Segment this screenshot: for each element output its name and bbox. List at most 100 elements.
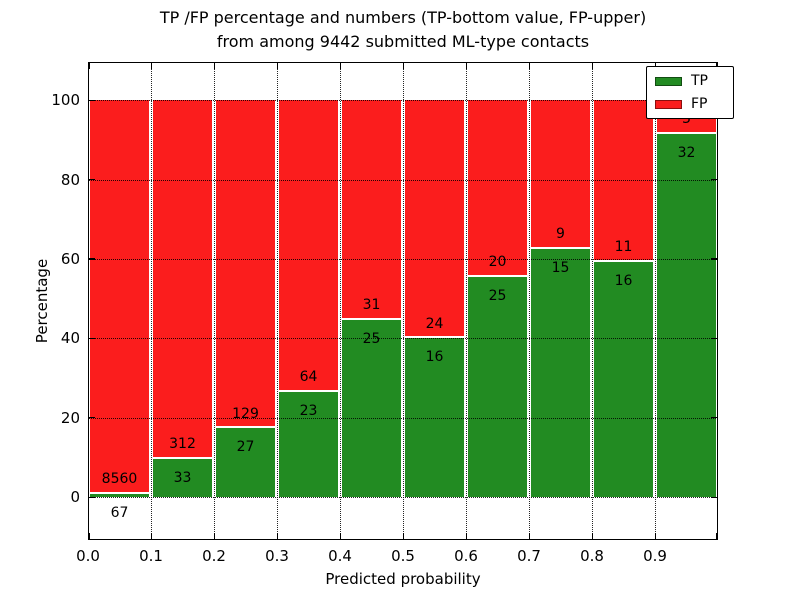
x-tick-label: 0.2 — [202, 547, 226, 565]
tp-count-label: 25 — [362, 330, 381, 347]
v-gridline — [277, 62, 278, 540]
x-tick-top — [591, 63, 593, 69]
x-tick-top — [339, 63, 341, 69]
bar-tp-segment — [153, 459, 212, 498]
x-tick-label: 0.7 — [517, 547, 541, 565]
tp-count-label: 16 — [614, 272, 633, 289]
v-gridline — [151, 62, 152, 540]
x-tick-top — [465, 63, 467, 69]
fp-count-label: 9 — [556, 226, 565, 243]
x-tick-bottom — [276, 533, 278, 539]
y-tick-label: 60 — [60, 249, 80, 268]
fp-count-label: 312 — [169, 436, 196, 453]
legend: TP FP — [646, 66, 734, 119]
y-tick-label: 80 — [60, 170, 80, 189]
legend-entry-tp: TP — [655, 74, 725, 88]
tp-color-swatch — [655, 76, 682, 86]
y-tick-label: 40 — [60, 329, 80, 348]
x-tick-bottom — [150, 533, 152, 539]
y-tick-left — [89, 258, 95, 260]
v-gridline — [529, 62, 530, 540]
x-tick-bottom — [402, 533, 404, 539]
legend-label-fp: FP — [691, 96, 708, 112]
y-tick-left — [89, 496, 95, 498]
x-tick-top — [213, 63, 215, 69]
x-tick-bottom — [213, 533, 215, 539]
x-tick-bottom — [591, 533, 593, 539]
bar-fp-segment — [531, 100, 590, 247]
y-tick-right — [711, 337, 717, 339]
y-tick-left — [89, 417, 95, 419]
y-tick-right — [711, 258, 717, 260]
x-tick-top — [402, 63, 404, 69]
y-tick-right — [711, 179, 717, 181]
y-tick-label: 20 — [60, 408, 80, 427]
x-tick-label: 0.8 — [580, 547, 604, 565]
bar-tp-segment — [342, 319, 401, 498]
fp-count-label: 8560 — [101, 471, 138, 488]
y-tick-left — [89, 337, 95, 339]
fp-count-label: 64 — [299, 369, 318, 386]
y-tick-left — [89, 179, 95, 181]
tp-count-label: 27 — [236, 439, 255, 456]
x-tick-bottom — [528, 533, 530, 539]
x-tick-top — [276, 63, 278, 69]
v-gridline — [403, 62, 404, 540]
chart-title-line1: TP /FP percentage and numbers (TP-bottom… — [159, 8, 647, 27]
x-axis-label: Predicted probability — [325, 570, 481, 588]
bar-fp-segment — [216, 100, 275, 427]
legend-entry-fp: FP — [655, 97, 725, 111]
bar-fp-segment — [90, 100, 149, 493]
tp-count-label: 67 — [110, 505, 129, 522]
y-tick-label: 100 — [51, 91, 80, 110]
y-tick-left — [89, 99, 95, 101]
bar-fp-segment — [279, 100, 338, 391]
bar-fp-segment — [153, 100, 212, 458]
x-tick-label: 0.9 — [643, 547, 667, 565]
v-gridline — [655, 62, 656, 540]
x-tick-label: 0.6 — [454, 547, 478, 565]
plot-area: 8560 67 312 33 129 27 64 23 31 25 24 16 20 25 9 15 11 16 3… — [88, 62, 718, 540]
x-tick-label: 0.4 — [328, 547, 352, 565]
x-tick-label: 0.1 — [139, 547, 163, 565]
y-tick-right — [711, 417, 717, 419]
tp-count-label: 33 — [173, 470, 192, 487]
bar-tp-segment — [216, 428, 275, 498]
fp-count-label: 3 — [682, 111, 691, 128]
chart-title-line2: from among 9442 submitted ML-type contac… — [216, 32, 590, 51]
bar-tp-segment — [90, 494, 149, 498]
fp-count-label: 20 — [488, 253, 507, 270]
fp-count-label: 129 — [232, 405, 259, 422]
bar-fp-segment — [468, 100, 527, 275]
x-tick-label: 0.3 — [265, 547, 289, 565]
fp-color-swatch — [655, 99, 682, 109]
x-tick-label: 0.0 — [76, 547, 100, 565]
x-tick-label: 0.5 — [391, 547, 415, 565]
tp-count-label: 23 — [299, 403, 318, 420]
x-tick-bottom — [89, 533, 91, 539]
bar-tp-segment — [279, 392, 338, 498]
fp-count-label: 11 — [614, 239, 633, 256]
tp-count-label: 16 — [425, 349, 444, 366]
chart-title: TP /FP percentage and numbers (TP-bottom… — [88, 6, 718, 54]
bar-fp-segment — [342, 100, 401, 318]
x-tick-top — [150, 63, 152, 69]
v-gridline — [592, 62, 593, 540]
x-tick-top — [528, 63, 530, 69]
y-tick-label: 0 — [70, 488, 80, 507]
fp-count-label: 24 — [425, 315, 444, 332]
v-gridline — [466, 62, 467, 540]
bar-tp-segment — [594, 261, 653, 498]
legend-label-tp: TP — [691, 73, 708, 89]
x-tick-bottom — [654, 533, 656, 539]
bar-tp-segment — [468, 276, 527, 498]
bar-fp-segment — [405, 100, 464, 337]
tp-count-label: 15 — [551, 260, 570, 277]
tp-count-label: 32 — [677, 145, 696, 162]
x-tick-top — [89, 63, 91, 69]
tp-count-label: 25 — [488, 287, 507, 304]
bar-tp-segment — [657, 134, 716, 498]
fp-count-label: 31 — [362, 297, 381, 314]
y-tick-right — [711, 496, 717, 498]
